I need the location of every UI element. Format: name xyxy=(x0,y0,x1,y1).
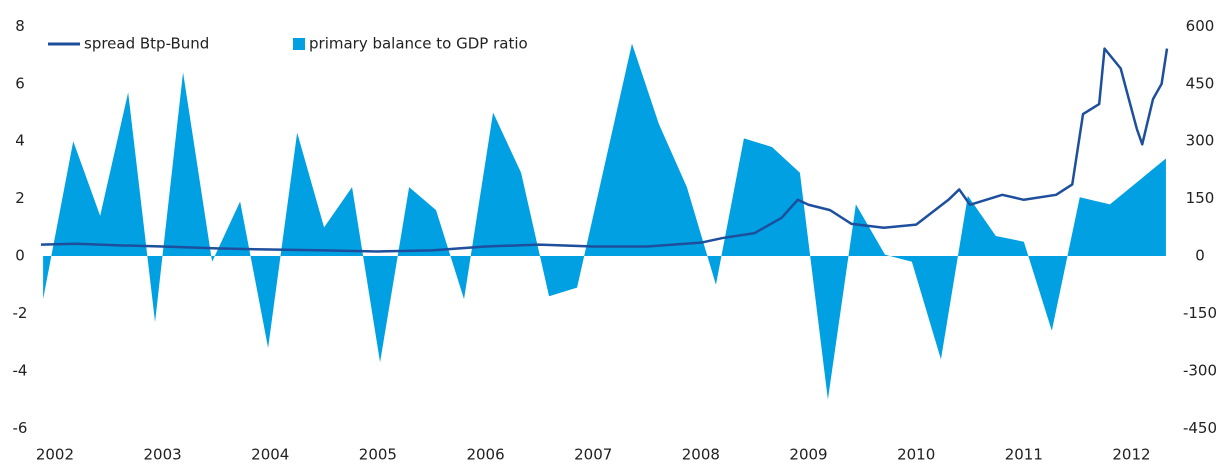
legend-label: spread Btp-Bund xyxy=(84,35,209,53)
y2-tick-label: -150 xyxy=(1183,304,1217,322)
area xyxy=(43,43,1166,400)
y2-tick-label: -300 xyxy=(1183,361,1217,379)
x-tick-label: 2007 xyxy=(574,446,612,464)
legend-swatch xyxy=(293,38,305,50)
y-tick-label: -4 xyxy=(13,361,28,379)
x-tick-label: 2009 xyxy=(789,446,827,464)
y-tick-label: -6 xyxy=(13,419,28,437)
line xyxy=(40,47,1169,253)
x-tick-label: 2003 xyxy=(144,446,182,464)
x-tick-label: 2008 xyxy=(682,446,720,464)
y2-tick-label: 300 xyxy=(1186,132,1215,150)
y-tick-label: -2 xyxy=(13,304,28,322)
y2-tick-label: -450 xyxy=(1183,419,1217,437)
y2-tick-label: 0 xyxy=(1195,247,1205,265)
y-tick-label: 4 xyxy=(15,132,25,150)
y-tick-label: 0 xyxy=(15,247,25,265)
y2-tick-label: 450 xyxy=(1186,74,1215,92)
x-tick-label: 2005 xyxy=(359,446,397,464)
legend-label: primary balance to GDP ratio xyxy=(309,35,528,53)
y2-tick-label: 150 xyxy=(1186,189,1215,207)
x-tick-label: 2012 xyxy=(1112,446,1150,464)
y-tick-label: 2 xyxy=(15,189,25,207)
y-tick-label: 6 xyxy=(15,74,25,92)
y2-tick-label: 600 xyxy=(1186,17,1215,35)
x-tick-label: 2010 xyxy=(897,446,935,464)
x-tick-label: 2004 xyxy=(251,446,289,464)
y-tick-label: 8 xyxy=(15,17,25,35)
x-tick-label: 2002 xyxy=(36,446,74,464)
x-tick-label: 2011 xyxy=(1005,446,1043,464)
x-tick-label: 2006 xyxy=(466,446,504,464)
